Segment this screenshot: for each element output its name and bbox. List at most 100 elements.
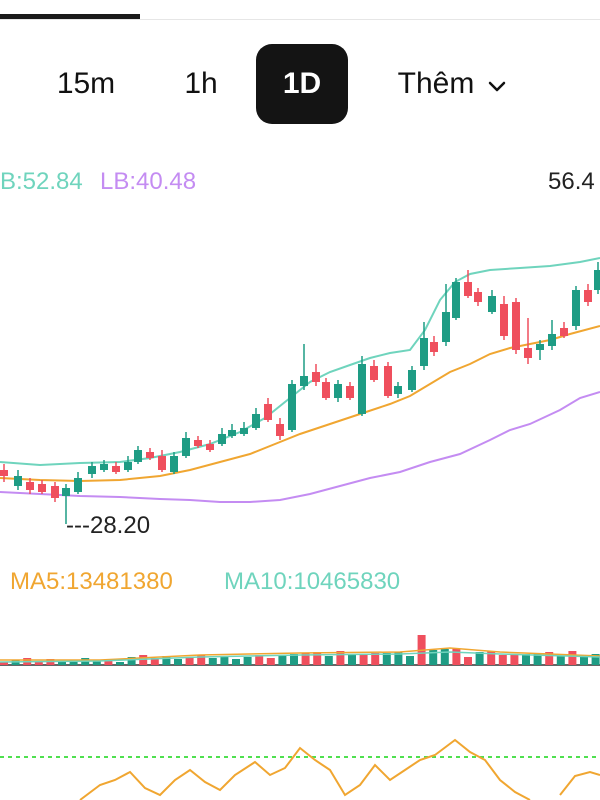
volume-bar xyxy=(127,657,136,665)
volume-bar xyxy=(545,652,554,665)
volume-bar xyxy=(591,654,600,665)
tab-label: 1h xyxy=(184,67,218,100)
volume-bar xyxy=(150,658,159,665)
volume-bar xyxy=(313,652,322,665)
high-price-label: 56.4 xyxy=(548,168,595,195)
volume-bar xyxy=(116,662,124,665)
candle-body xyxy=(228,430,236,436)
candle-body xyxy=(594,270,600,290)
candle-body xyxy=(264,404,272,420)
volume-bar xyxy=(243,657,252,665)
candle-body xyxy=(384,366,392,396)
volume-bar xyxy=(510,654,519,665)
candle-body xyxy=(14,476,22,486)
volume-bar xyxy=(464,657,472,665)
candle-body xyxy=(100,464,108,470)
tab-label: 1D xyxy=(282,67,322,100)
volume-bar xyxy=(185,657,194,665)
volume-bar xyxy=(278,656,287,665)
volume-bar xyxy=(34,661,43,665)
volume-bar xyxy=(359,654,368,665)
volume-bar xyxy=(162,656,171,665)
candle-body xyxy=(394,386,402,394)
candle-body xyxy=(452,282,460,318)
volume-bar xyxy=(475,652,484,665)
tab-more[interactable]: Thêm xyxy=(372,44,532,124)
candle-body xyxy=(218,434,226,444)
candle-body xyxy=(358,364,366,414)
candle-body xyxy=(158,456,166,470)
volume-bar xyxy=(498,655,507,665)
ma10-line xyxy=(0,651,600,663)
volume-bar xyxy=(487,651,496,665)
upper-band-legend: B:52.84 xyxy=(0,168,83,195)
candle-body xyxy=(346,386,354,398)
candle-body xyxy=(252,414,260,428)
candle-body xyxy=(430,342,438,352)
volume-bar xyxy=(556,656,565,665)
candle-body xyxy=(206,444,214,450)
candle-body xyxy=(124,462,132,470)
volume-bar xyxy=(255,655,264,665)
candle-body xyxy=(312,372,320,382)
candle-body xyxy=(560,328,568,336)
volume-bar xyxy=(336,651,345,665)
candle-body xyxy=(88,466,96,474)
low-price-label: ---28.20 xyxy=(66,512,151,539)
chevron-down-icon xyxy=(488,67,506,101)
volume-bar xyxy=(406,656,414,665)
active-tab-indicator xyxy=(0,14,140,19)
candle-body xyxy=(146,452,154,458)
candle-body xyxy=(548,334,556,346)
volume-bar xyxy=(301,653,310,665)
candle-body xyxy=(51,486,59,498)
candle-body xyxy=(182,438,190,456)
volume-bar xyxy=(371,653,380,665)
candle-body xyxy=(334,384,342,398)
volume-bar xyxy=(452,649,461,665)
tab-1d[interactable]: 1D xyxy=(256,44,348,124)
tab-15m[interactable]: 15m xyxy=(40,44,132,124)
candle-body xyxy=(276,424,284,436)
volume-bar xyxy=(104,659,113,665)
oscillator-line xyxy=(79,738,600,800)
volume-bar xyxy=(69,660,78,665)
volume-bar xyxy=(382,653,391,665)
volume-bar xyxy=(92,661,101,665)
candle-body xyxy=(62,488,70,496)
candle-body xyxy=(512,302,520,350)
volume-bar xyxy=(394,652,403,665)
ma5-line xyxy=(0,647,600,661)
volume-bar xyxy=(324,656,333,665)
candle-body xyxy=(474,292,482,302)
volume-bar xyxy=(58,662,66,665)
candle-body xyxy=(584,290,592,302)
volume-bar xyxy=(174,659,182,665)
volume-bar xyxy=(533,653,542,665)
candle-body xyxy=(322,382,330,398)
candle-body xyxy=(464,282,472,296)
candle-body xyxy=(170,456,178,472)
candle-body xyxy=(288,384,296,430)
candle-body xyxy=(134,450,142,462)
candle-body xyxy=(572,290,580,326)
candle-body xyxy=(74,478,82,492)
candle-body xyxy=(524,348,532,358)
volume-bar xyxy=(429,650,438,665)
lower-band-line xyxy=(0,391,600,503)
candle-body xyxy=(0,470,8,476)
candle-body xyxy=(420,338,428,366)
tab-1h[interactable]: 1h xyxy=(160,44,242,124)
volume-bar xyxy=(440,649,449,665)
candle-body xyxy=(26,482,34,490)
volume-bar xyxy=(0,662,8,665)
top-divider xyxy=(0,19,600,20)
candlestick-chart[interactable] xyxy=(0,0,600,560)
volume-bar xyxy=(290,654,298,665)
volume-bar xyxy=(232,659,240,665)
tab-label: 15m xyxy=(56,67,116,100)
volume-bar xyxy=(197,655,206,665)
volume-bar xyxy=(266,658,275,665)
volume-bar xyxy=(208,658,217,665)
